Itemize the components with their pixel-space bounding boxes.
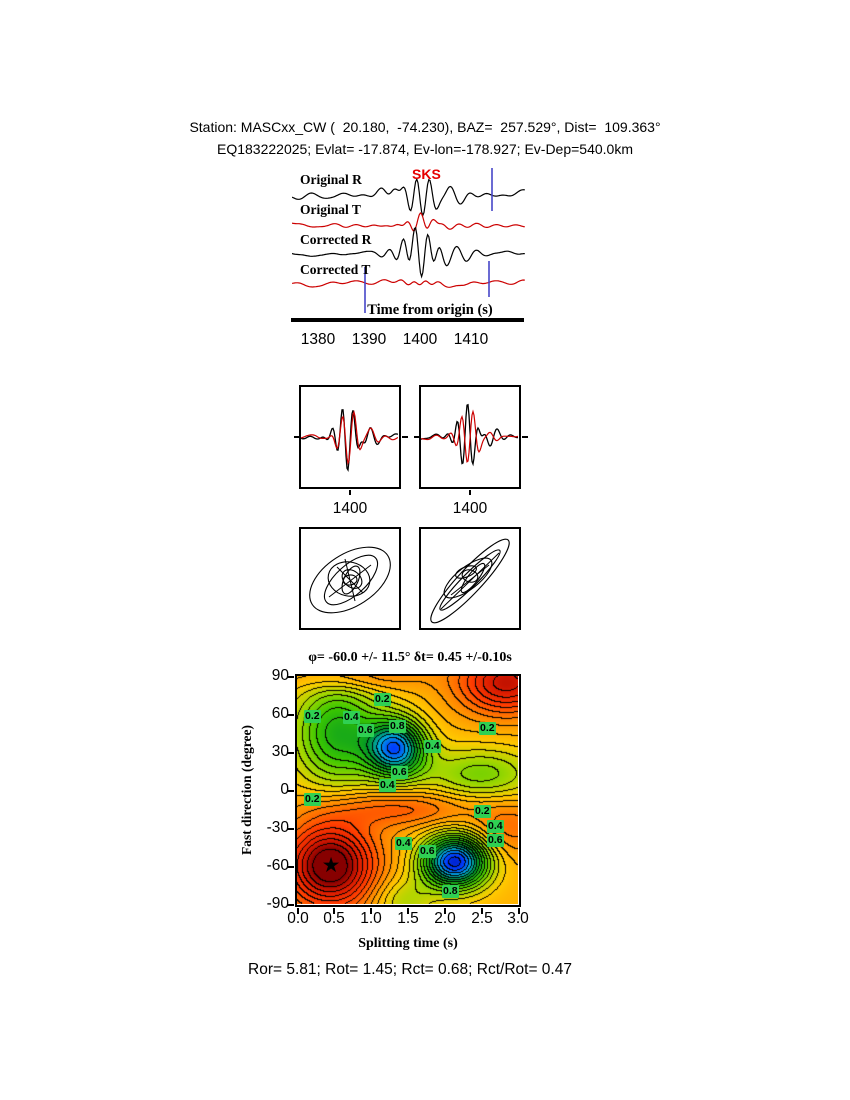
window-tick-left: 1400 [332, 500, 368, 517]
dt-tick-20: 2.0 [434, 910, 456, 927]
fastdir-tick-90: 90 [271, 667, 289, 684]
contour-label: 0.4 [424, 740, 441, 753]
trace-label-original-t: Original T [300, 202, 361, 217]
axis-tick [287, 675, 294, 678]
splitting-time-axis-title: Splitting time (s) [358, 936, 458, 951]
contour-label: 0.8 [442, 885, 459, 898]
contour-label: 0.4 [487, 820, 504, 833]
axis-tick [469, 489, 471, 495]
trace-label-corrected-t: Corrected T [300, 262, 371, 277]
axis-tick [521, 436, 528, 438]
axis-tick [287, 827, 294, 830]
particle-motion-left [309, 546, 391, 614]
axis-tick [407, 907, 409, 914]
contour-label: 0.2 [479, 722, 496, 735]
axis-tick [287, 903, 294, 906]
phase-label-sks: SKS [412, 166, 441, 182]
particle-motion-right [430, 538, 510, 624]
window-waveform-box-left [299, 385, 401, 489]
fastdir-tick-m90: -90 [266, 895, 289, 912]
best-fit-star-icon: ★ [321, 854, 341, 877]
contour-label: 0.6 [419, 845, 436, 858]
fastdir-tick-60: 60 [271, 705, 289, 722]
window-waveform-box-right [419, 385, 521, 489]
contour-label: 0.6 [391, 766, 408, 779]
seismogram-traces-plot [292, 168, 525, 313]
particle-motion-box-left [299, 527, 401, 630]
splitting-result-title: φ= -60.0 +/- 11.5° δt= 0.45 +/-0.10s [308, 650, 512, 665]
axis-tick [296, 907, 299, 914]
fastdir-tick-0: 0 [280, 781, 289, 798]
axis-tick [370, 907, 373, 914]
misfit-contour-map [297, 676, 518, 904]
contour-label: 0.2 [474, 805, 491, 818]
particle-motion-box-right [419, 527, 521, 630]
dt-tick-30: 3.0 [507, 910, 529, 927]
time-tick-1400: 1400 [402, 331, 438, 348]
contour-label: 0.4 [343, 711, 360, 724]
axis-tick [293, 436, 300, 438]
axis-tick [333, 907, 336, 914]
contour-labels-layer: 0.2 0.2 0.4 0.6 0.8 0.2 0.4 0.6 0.4 0.2 0.2 0.4 0.6 0… [297, 676, 519, 905]
fastdir-tick-30: 30 [271, 743, 289, 760]
dt-tick-15: 1.5 [397, 910, 419, 927]
event-header: EQ183222025; Evlat= -17.874, Ev-lon=-178… [217, 141, 633, 157]
window-tick-right: 1400 [452, 500, 488, 517]
axis-tick [349, 489, 351, 495]
axis-tick [287, 751, 294, 754]
quality-stats: Ror= 5.81; Rot= 1.45; Rct= 0.68; Rct/Rot… [248, 961, 572, 978]
axis-tick [413, 436, 420, 438]
contour-label: 0.2 [304, 793, 321, 806]
contour-label: 0.4 [395, 837, 412, 850]
time-axis-line [291, 318, 524, 322]
station-header: Station: MASCxx_CW ( 20.180, -74.230), B… [189, 119, 661, 135]
contour-label: 0.6 [487, 834, 504, 847]
time-axis-title: Time from origin (s) [367, 302, 493, 318]
axis-tick [443, 907, 446, 914]
contour-label: 0.8 [389, 720, 406, 733]
axis-tick [287, 713, 294, 716]
window-waveform-left [301, 409, 398, 473]
fastdir-tick-m30: -30 [266, 819, 289, 836]
axis-tick [480, 907, 483, 914]
time-tick-1410: 1410 [453, 331, 489, 348]
trace-label-corrected-r: Corrected R [300, 232, 372, 247]
time-tick-1380: 1380 [300, 331, 336, 348]
splitting-contour-frame: 0.2 0.2 0.4 0.6 0.8 0.2 0.4 0.6 0.4 0.2 0.2 0.4 0.6 0… [295, 674, 521, 907]
axis-tick [287, 789, 294, 792]
dt-tick-25: 2.5 [471, 910, 493, 927]
contour-label: 0.6 [357, 724, 374, 737]
dt-tick-05: 0.5 [323, 910, 345, 927]
axis-tick [517, 907, 520, 914]
contour-label: 0.2 [374, 693, 391, 706]
trace-label-original-r: Original R [300, 172, 362, 187]
dt-tick-0: 0.0 [287, 910, 309, 927]
fastdir-tick-m60: -60 [266, 857, 289, 874]
contour-label: 0.2 [304, 710, 321, 723]
axis-tick [287, 865, 294, 868]
axis-tick [401, 436, 408, 438]
contour-label: 0.4 [379, 779, 396, 792]
window-waveform-right [421, 403, 518, 467]
time-tick-1390: 1390 [351, 331, 387, 348]
dt-tick-10: 1.0 [360, 910, 382, 927]
